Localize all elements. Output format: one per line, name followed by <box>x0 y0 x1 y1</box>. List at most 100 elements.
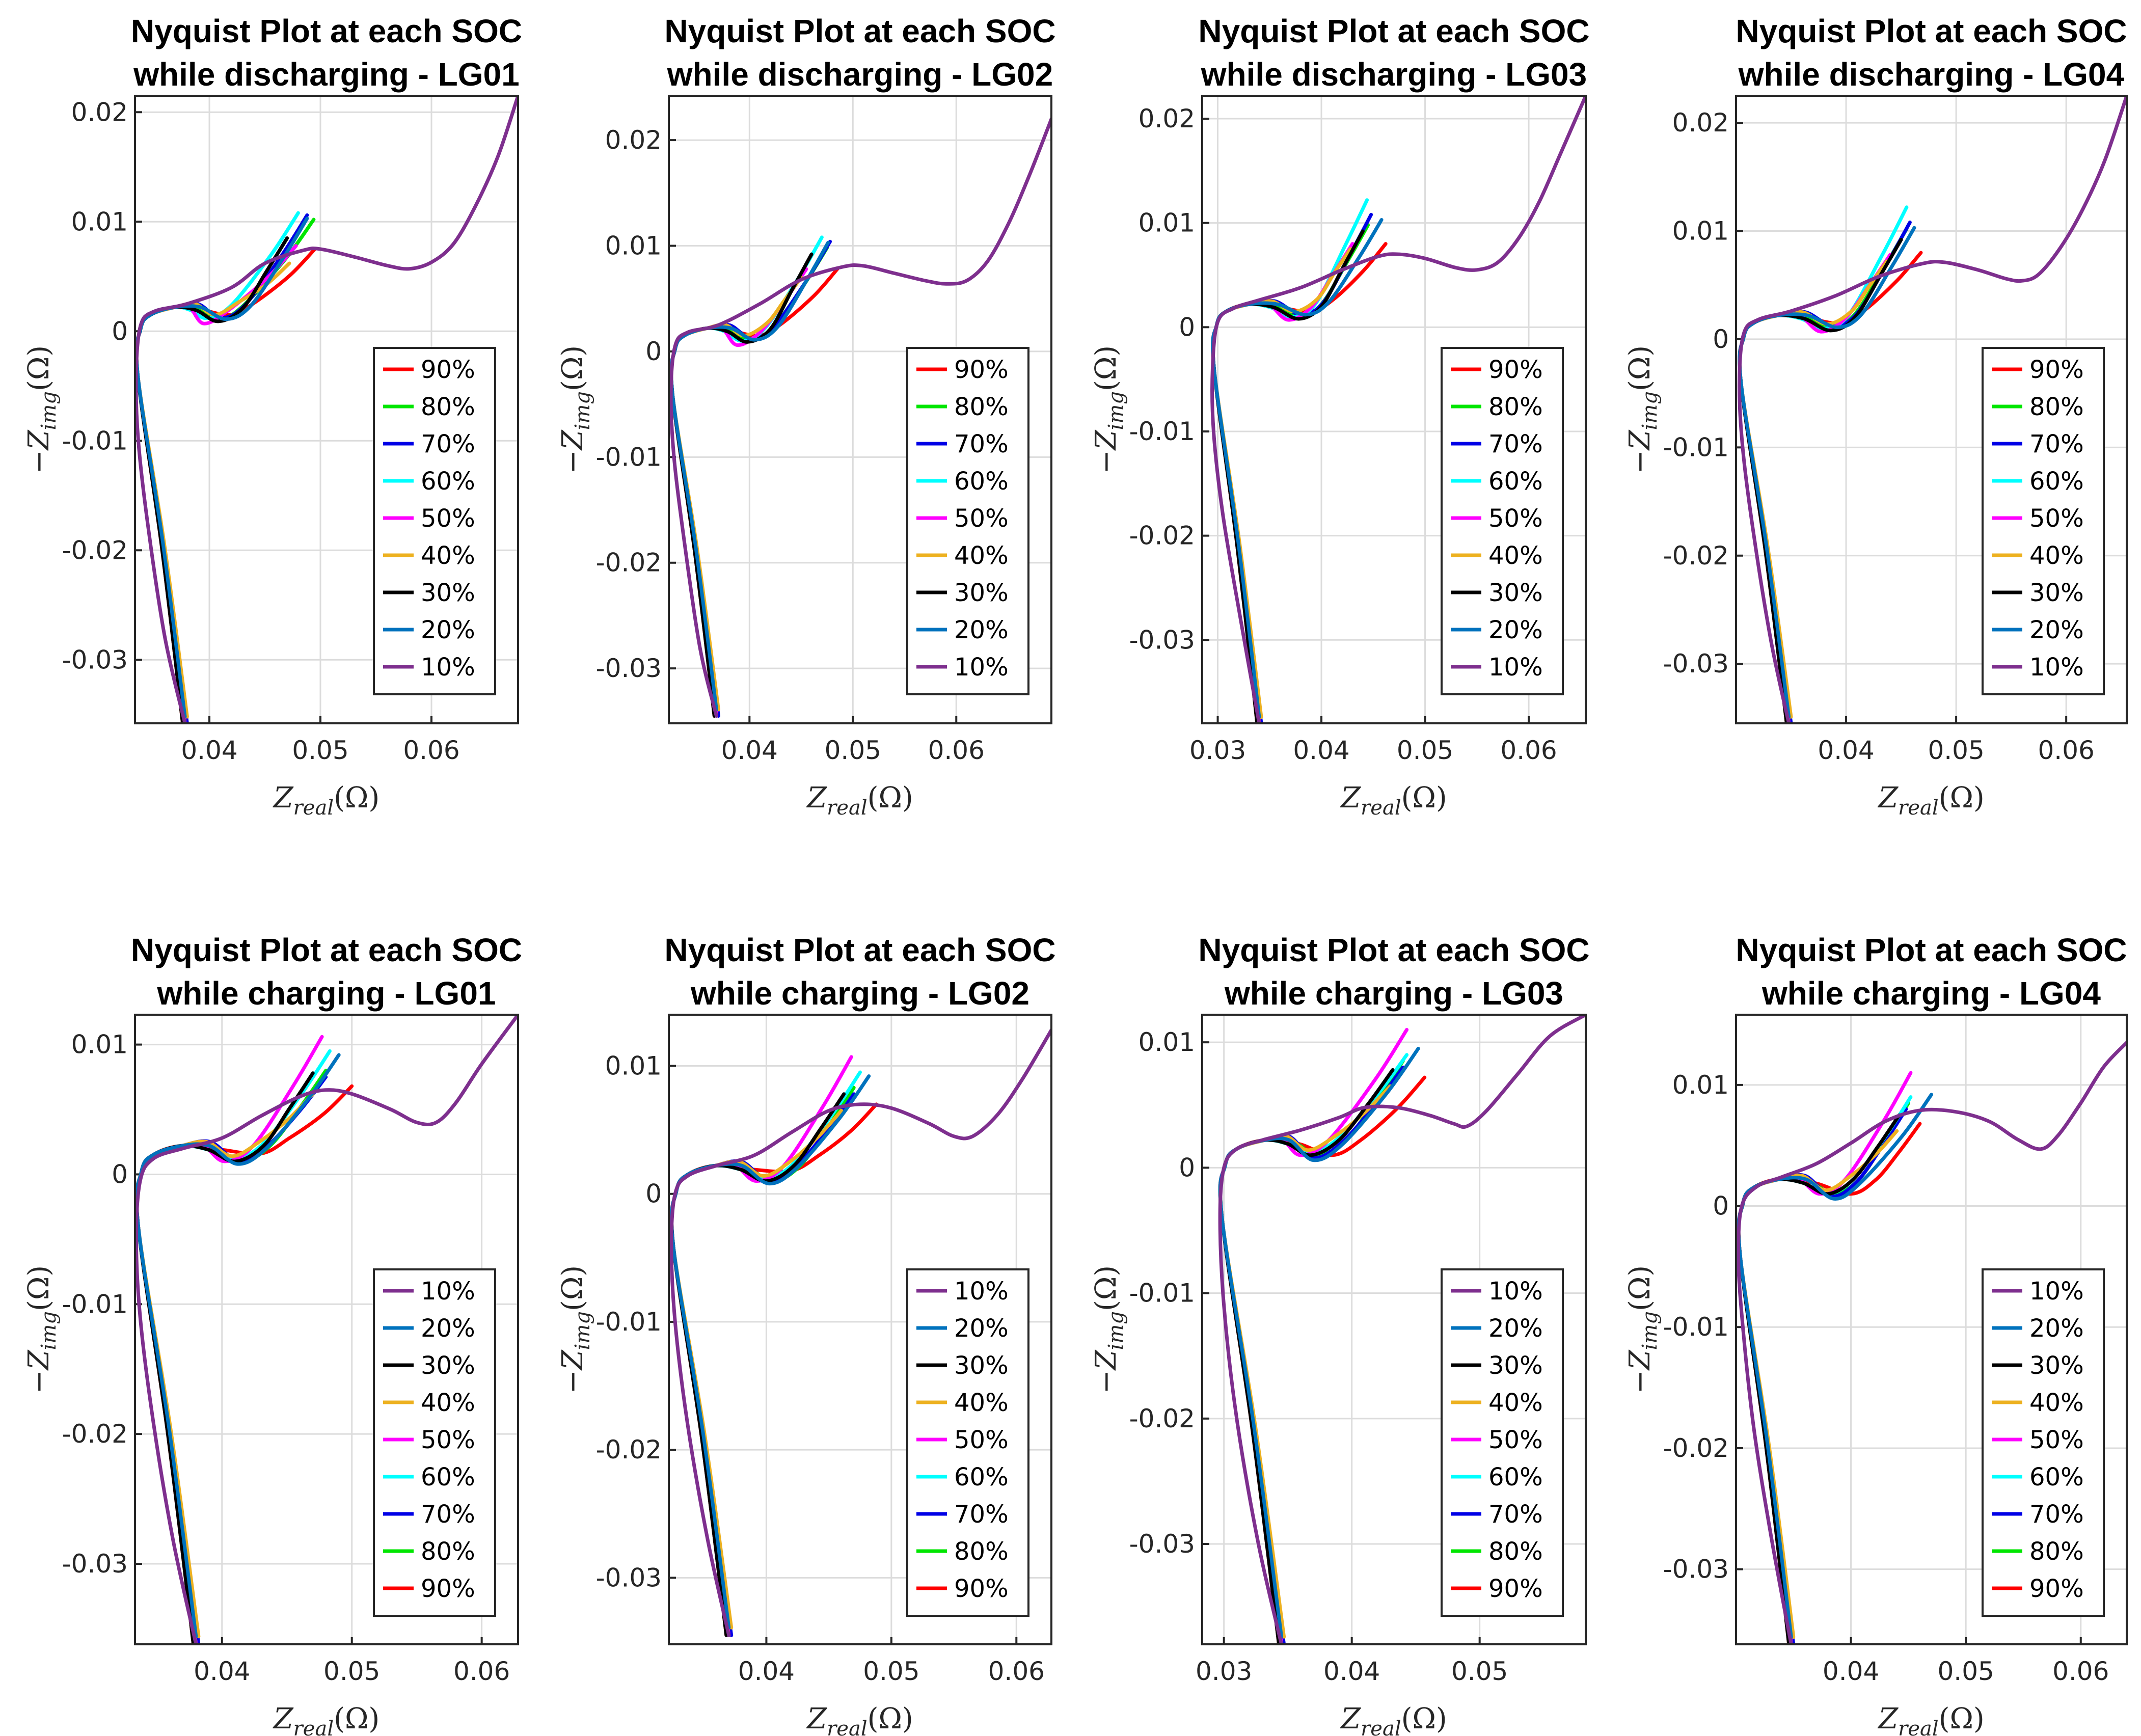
chart-title-line-2: while discharging - LG01 <box>133 56 519 93</box>
y-axis-label-main: −Z <box>22 1349 56 1394</box>
legend-label-10: 10% <box>1488 1277 1543 1306</box>
y-axis-label: −Zimg(Ω) <box>1623 1265 1662 1394</box>
x-tick-label: 0.06 <box>2052 1657 2109 1686</box>
axes-frame <box>668 1014 1052 1645</box>
chart-title-line-1: Nyquist Plot at each SOC <box>664 13 1055 49</box>
curves-group <box>135 1015 518 1644</box>
y-tick-label: -0.03 <box>62 1549 128 1579</box>
legend-label-30: 30% <box>2029 579 2084 607</box>
legend: 90% 80% 70% 60% 50% 40% 30% 20% 10% <box>1441 347 1564 695</box>
x-axis-label-unit: (Ω) <box>334 781 380 815</box>
y-axis-label-main: −Z <box>1623 429 1657 474</box>
chart-panel-8: Nyquist Plot at each SOC while charging -… <box>1623 932 2128 1736</box>
y-tick-label: 0 <box>645 1179 662 1209</box>
y-axis-label-sub: img <box>1638 1311 1662 1350</box>
x-tick-label: 0.05 <box>292 736 348 765</box>
y-axis-label: −Zimg(Ω) <box>556 1265 594 1394</box>
axes-frame <box>1201 95 1587 724</box>
x-axis-label-unit: (Ω) <box>1401 781 1447 815</box>
chart-panel-3: Nyquist Plot at each SOC while dischargin… <box>1090 13 1590 820</box>
soc-40-curve <box>1737 1129 1899 1639</box>
legend-label-70: 70% <box>954 430 1009 458</box>
legend-label-20: 20% <box>421 616 475 644</box>
chart-panel-5: Nyquist Plot at each SOC while charging -… <box>22 932 522 1736</box>
x-tick-label: 0.04 <box>1818 736 1874 765</box>
x-axis-label-unit: (Ω) <box>1401 1702 1447 1735</box>
y-tick-label: -0.03 <box>596 654 662 683</box>
x-tick-label: 0.03 <box>1189 736 1246 765</box>
y-tick-label: 0 <box>1713 324 1729 354</box>
chart-title-line-1: Nyquist Plot at each SOC <box>1736 13 2127 49</box>
y-tick-label: -0.03 <box>1663 649 1729 679</box>
y-axis-label-unit: (Ω) <box>1090 1265 1123 1311</box>
y-axis-label-unit: (Ω) <box>22 1265 56 1311</box>
x-axis-label: Zreal(Ω) <box>1877 781 1984 820</box>
legend-label-10: 10% <box>1488 653 1543 682</box>
x-axis-label: Zreal(Ω) <box>273 1702 380 1736</box>
y-axis-label-main: −Z <box>1090 1349 1123 1394</box>
chart-title-line-2: while charging - LG03 <box>1224 975 1563 1012</box>
legend-label-40: 40% <box>954 541 1009 570</box>
axes-frame <box>134 95 519 724</box>
chart-title-line-1: Nyquist Plot at each SOC <box>131 13 522 49</box>
y-tick-label: -0.02 <box>596 548 662 578</box>
y-axis-label-sub: img <box>1104 1311 1128 1350</box>
soc-10-curve <box>669 1028 1051 1637</box>
axes-frame <box>1735 95 2128 724</box>
chart-title-line-1: Nyquist Plot at each SOC <box>664 932 1055 968</box>
legend: 10% 20% 30% 40% 50% 60% 70% 80% 90% <box>906 1268 1029 1617</box>
y-axis-label: −Zimg(Ω) <box>1623 345 1662 474</box>
x-axis-label-unit: (Ω) <box>868 1702 913 1735</box>
legend-label-20: 20% <box>1488 616 1543 644</box>
legend-label-10: 10% <box>954 653 1009 682</box>
soc-20-curve <box>1211 218 1384 719</box>
x-axis-label-sub: real <box>293 1717 334 1736</box>
legend-label-60: 60% <box>1488 467 1543 496</box>
y-tick-label: -0.03 <box>1129 625 1195 655</box>
legend-label-70: 70% <box>421 430 475 458</box>
x-tick-label: 0.03 <box>1196 1657 1252 1686</box>
x-axis-label-sub: real <box>1898 1717 1938 1736</box>
y-tick-label: -0.03 <box>1129 1529 1195 1559</box>
chart-title-line-2: while charging - LG02 <box>690 975 1029 1012</box>
legend-box <box>1982 347 2105 695</box>
soc-70-curve <box>669 239 832 718</box>
y-tick-label: 0 <box>1713 1191 1729 1221</box>
x-axis-label-main: Z <box>273 781 294 815</box>
legend-label-40: 40% <box>2029 1389 2084 1417</box>
legend-label-30: 30% <box>2029 1351 2084 1380</box>
x-axis-label-unit: (Ω) <box>334 1702 380 1735</box>
y-tick-label: 0.01 <box>605 231 662 261</box>
y-tick-label: -0.02 <box>62 535 128 565</box>
x-axis-label: Zreal(Ω) <box>806 781 913 820</box>
x-axis-label-main: Z <box>1877 781 1899 815</box>
soc-50-curve <box>1218 1028 1409 1644</box>
soc-60-curve <box>135 1049 332 1639</box>
x-tick-label: 0.06 <box>453 1657 510 1686</box>
legend-label-60: 60% <box>1488 1463 1543 1491</box>
soc-30-curve <box>669 252 814 718</box>
x-axis-label-main: Z <box>806 781 827 815</box>
legend-label-10: 10% <box>954 1277 1009 1306</box>
legend-label-80: 80% <box>1488 393 1543 421</box>
x-tick-label: 0.06 <box>2038 736 2095 765</box>
soc-10-curve <box>1218 1015 1586 1644</box>
y-tick-label: -0.02 <box>1129 1404 1195 1433</box>
chart-panel-4: Nyquist Plot at each SOC while dischargin… <box>1623 13 2128 820</box>
soc-50-curve <box>1211 242 1354 723</box>
x-tick-label: 0.04 <box>1323 1657 1380 1686</box>
axes-frame <box>668 95 1052 724</box>
legend-label-30: 30% <box>421 1351 475 1380</box>
y-tick-label: 0.02 <box>71 97 128 127</box>
x-tick-label: 0.04 <box>721 736 778 765</box>
legend-label-90: 90% <box>954 1575 1009 1603</box>
legend-label-60: 60% <box>2029 1463 2084 1491</box>
legend-label-80: 80% <box>2029 393 2084 421</box>
soc-80-curve <box>1211 223 1370 719</box>
y-tick-label: -0.02 <box>1663 1433 1729 1463</box>
x-tick-label: 0.06 <box>928 736 985 765</box>
x-axis-label-unit: (Ω) <box>1939 781 1985 815</box>
chart-title-line-2: while discharging - LG03 <box>1201 56 1587 93</box>
legend-label-70: 70% <box>954 1500 1009 1529</box>
chart-title-line-2: while discharging - LG02 <box>667 56 1053 93</box>
